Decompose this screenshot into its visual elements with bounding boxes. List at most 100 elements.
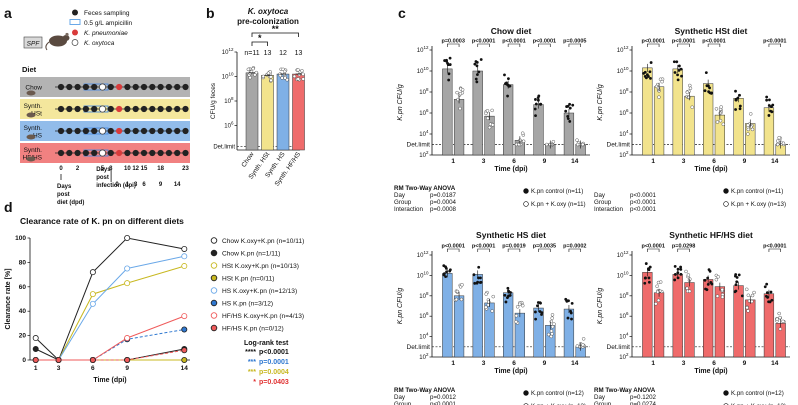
row-mouse-icon	[26, 156, 36, 162]
feces-dot	[182, 105, 189, 113]
data-point-koxy	[550, 325, 555, 329]
y-tick-label: 108	[619, 291, 629, 300]
data-point-control	[647, 75, 650, 78]
logrank-stars: ***	[248, 369, 256, 376]
data-point-control	[568, 106, 572, 110]
feces-dot	[66, 83, 73, 91]
legend-marker	[210, 262, 218, 269]
x-tick-label: 9	[743, 158, 747, 165]
series-point	[181, 253, 188, 260]
data-point	[283, 76, 287, 80]
data-point-control	[738, 104, 742, 108]
data-point-control	[473, 62, 477, 66]
legend-label: HF/HS K.oxy+K.pn (n=4/13)	[222, 313, 304, 320]
data-point-koxy	[750, 293, 755, 298]
y-tick-label: 108	[619, 87, 629, 96]
y-tick-label: 106	[419, 311, 429, 320]
bar-3	[292, 73, 305, 151]
series-point	[89, 291, 96, 298]
anova-row-label: Interaction	[594, 206, 623, 213]
data-point-control	[475, 80, 479, 84]
dpd-caption: diet (dpd)	[57, 200, 84, 206]
bar-2	[276, 73, 290, 151]
data-point	[283, 69, 287, 74]
data-point-koxy	[746, 123, 750, 127]
feces-dot	[132, 83, 139, 91]
data-point-koxy	[454, 297, 459, 302]
data-point-koxy	[660, 79, 664, 84]
pvalue-bracket	[768, 43, 781, 47]
bar-control	[733, 98, 744, 156]
data-point-koxy	[550, 316, 554, 320]
detection-limit-label: Det.limit	[213, 144, 235, 150]
data-point-control	[768, 300, 772, 304]
data-point-control	[734, 98, 738, 102]
feces-dot	[157, 83, 164, 91]
feces-dot	[149, 149, 156, 157]
data-point-control	[673, 278, 677, 282]
data-point-control	[540, 313, 543, 316]
data-point-koxy	[484, 111, 488, 116]
data-point-koxy	[781, 319, 785, 324]
k-oxytoca-dot	[99, 127, 106, 135]
pvalue-label: p=0.0002	[563, 244, 586, 250]
anova-row-label: Day	[594, 192, 606, 199]
data-point-koxy	[714, 107, 719, 111]
anova-row-value: p=0.0008	[430, 206, 457, 213]
c-chart-3: Synthetic HF/HS diet 1012 1010 108 106 104 102…	[594, 230, 790, 405]
legend-marker	[723, 390, 729, 396]
x-tick-label: 6	[512, 158, 516, 165]
series-line-4	[35, 255, 185, 361]
y-tick-label: 108	[419, 87, 429, 96]
data-point-koxy	[545, 142, 549, 147]
data-point-koxy	[487, 300, 491, 304]
data-point-control	[648, 70, 652, 74]
dpi-caption: infection (dpi)	[96, 183, 136, 189]
feces-dot	[174, 127, 181, 135]
chart-title: Synthetic HSt diet	[675, 26, 748, 36]
series-point	[181, 263, 188, 270]
series-point	[89, 269, 96, 276]
y-axis-label: K.pn CFU/g	[397, 288, 404, 325]
feces-dot	[174, 149, 181, 157]
data-point-control	[569, 309, 572, 313]
data-point-control	[679, 267, 683, 271]
feces-dot	[182, 127, 189, 135]
y-tick-label: 108	[419, 291, 429, 300]
data-point-control	[644, 76, 648, 80]
data-point-control	[477, 70, 481, 74]
data-point-koxy	[688, 83, 692, 88]
data-point-control	[538, 102, 542, 106]
y-tick-label: 106	[619, 311, 629, 320]
x-tick-label: 14	[771, 158, 779, 165]
pvalue-bracket	[538, 248, 551, 252]
n-label: n=11	[244, 50, 259, 57]
data-point-control	[447, 78, 451, 82]
data-point-control	[643, 281, 647, 285]
data-point-control	[570, 301, 574, 305]
y-axis-label: K.pn CFU/g	[597, 288, 604, 325]
x-tick-label: 6	[712, 158, 716, 165]
data-point	[269, 75, 273, 79]
data-point	[296, 68, 300, 72]
x-tick-label: 3	[682, 360, 686, 367]
data-point-koxy	[658, 77, 663, 81]
data-point-koxy	[777, 136, 781, 140]
series-point	[124, 234, 131, 241]
data-point-koxy	[517, 302, 522, 306]
legend-label: K.pn + K.oxy (n=11)	[531, 201, 586, 208]
logrank-stars: ****	[245, 349, 256, 356]
feces-dot	[157, 149, 164, 157]
feces-dot	[165, 105, 172, 113]
chart-title: Synthetic HF/HS diet	[669, 230, 753, 240]
data-point	[301, 72, 305, 76]
anova-row-value: p=0.0004	[430, 199, 457, 206]
bar-control	[642, 67, 653, 156]
data-point-koxy	[687, 95, 691, 100]
row-mouse-icon	[26, 90, 36, 96]
data-point-control	[533, 107, 537, 111]
data-point-control	[673, 264, 677, 268]
dpd-tick: 2	[76, 166, 80, 172]
data-point-koxy	[719, 105, 723, 109]
y-tick-label: 108	[224, 96, 234, 105]
